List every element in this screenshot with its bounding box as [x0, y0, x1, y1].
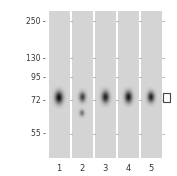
Text: 5: 5 — [149, 164, 154, 174]
Bar — [118, 11, 139, 158]
Text: 1: 1 — [56, 164, 62, 174]
Text: 72 -: 72 - — [31, 96, 46, 105]
Text: 4: 4 — [125, 164, 131, 174]
Bar — [72, 11, 93, 158]
Text: 3: 3 — [102, 164, 108, 174]
Text: 130 -: 130 - — [26, 54, 46, 63]
Text: 250 -: 250 - — [26, 17, 46, 26]
Text: 55 -: 55 - — [31, 129, 46, 138]
Bar — [95, 11, 116, 158]
Text: 95 -: 95 - — [31, 73, 46, 82]
Bar — [49, 11, 70, 158]
Bar — [163, 93, 170, 102]
Text: 2: 2 — [79, 164, 85, 174]
Bar — [141, 11, 162, 158]
